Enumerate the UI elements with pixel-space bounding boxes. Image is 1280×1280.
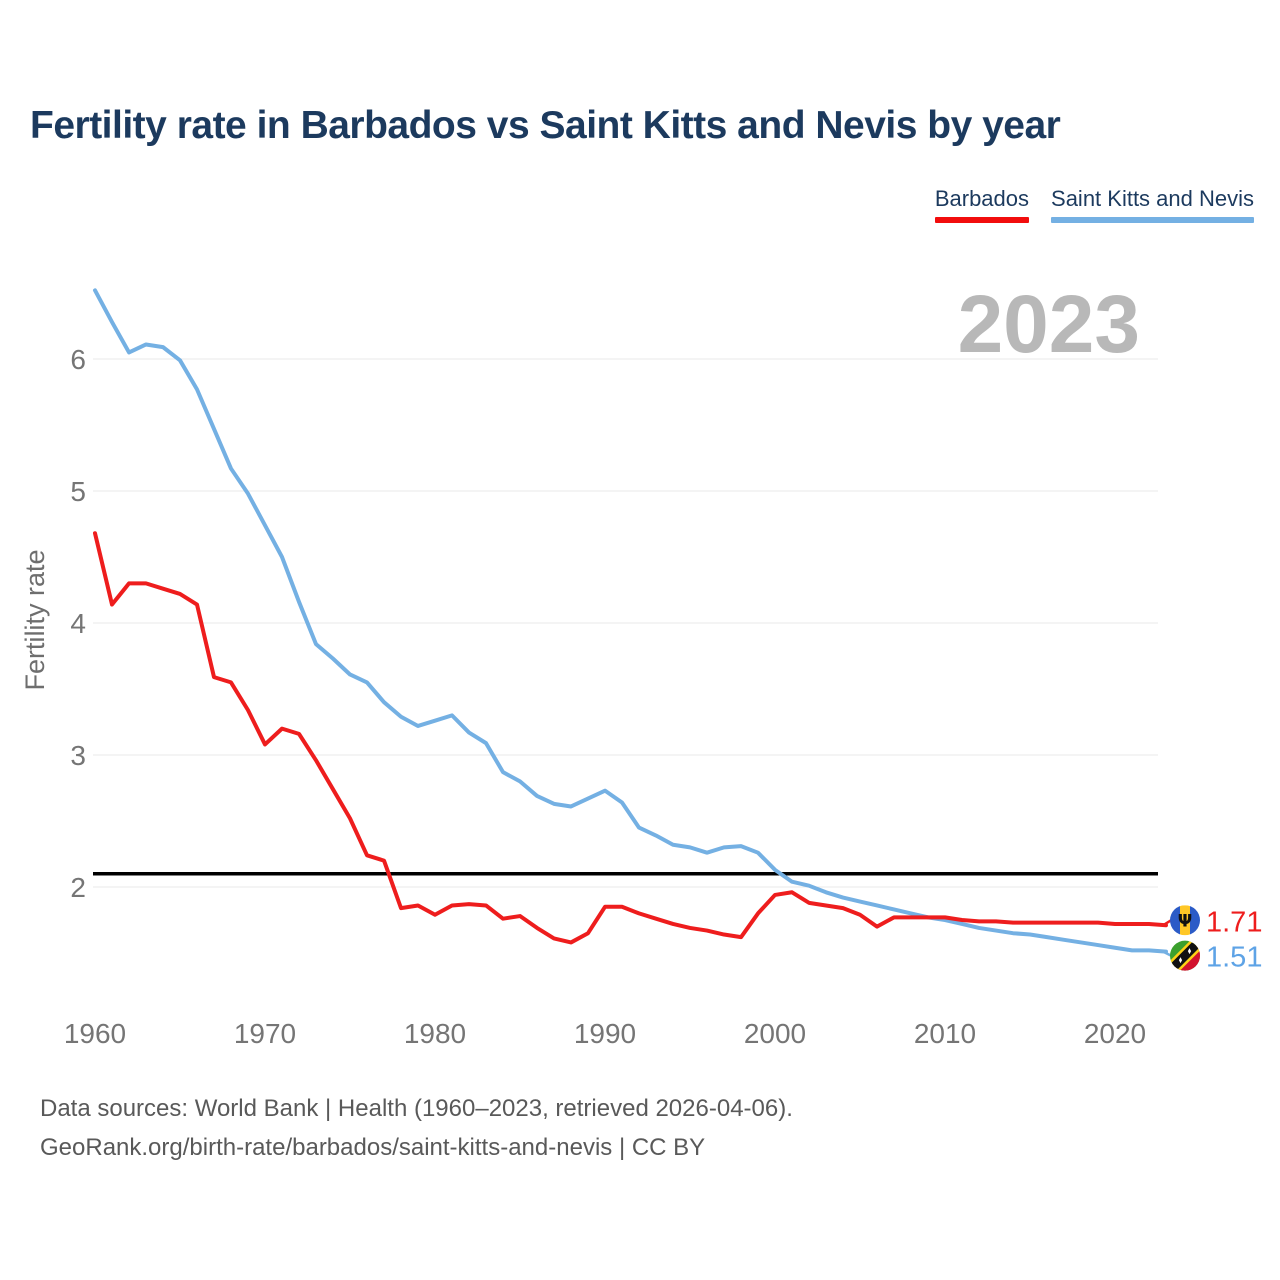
x-tick-label: 1970 xyxy=(234,1018,296,1049)
barbados-flag-icon: Ψ xyxy=(1170,905,1200,936)
y-axis-tick-labels: 2 3 4 5 6 xyxy=(70,344,86,903)
x-tick-label: 2000 xyxy=(744,1018,806,1049)
saint-kitts-label-connector xyxy=(1162,950,1172,957)
x-tick-label: 1990 xyxy=(574,1018,636,1049)
barbados-line xyxy=(93,531,1168,945)
page-title: Fertility rate in Barbados vs Saint Kitt… xyxy=(30,104,1061,147)
legend: Barbados Saint Kitts and Nevis xyxy=(934,186,1254,223)
x-tick-label: 2020 xyxy=(1084,1018,1146,1049)
y-tick-label: 5 xyxy=(70,476,86,507)
source-line-1: Data sources: World Bank | Health (1960–… xyxy=(40,1095,793,1122)
y-tick-label: 3 xyxy=(70,740,86,771)
gridlines xyxy=(93,358,1158,888)
source-attribution: Data sources: World Bank | Health (1960–… xyxy=(40,1089,793,1167)
y-tick-label: 4 xyxy=(70,608,86,639)
legend-label-barbados: Barbados xyxy=(934,186,1030,211)
legend-swatch-saint-kitts xyxy=(1051,217,1254,223)
legend-item-saint-kitts[interactable]: Saint Kitts and Nevis xyxy=(1051,186,1254,223)
x-tick-label: 2010 xyxy=(914,1018,976,1049)
svg-text:Ψ: Ψ xyxy=(1178,911,1192,931)
saint-kitts-flag-icon xyxy=(1170,940,1200,971)
legend-label-saint-kitts: Saint Kitts and Nevis xyxy=(1051,186,1254,211)
saint-kitts-end-value-label: 1.51 xyxy=(1206,942,1262,974)
y-tick-label: 6 xyxy=(70,344,86,375)
y-axis-title: Fertility rate xyxy=(20,549,50,690)
saint-kitts-line xyxy=(93,288,1168,954)
x-tick-label: 1960 xyxy=(64,1018,126,1049)
y-tick-label: 2 xyxy=(70,872,86,903)
legend-item-barbados[interactable]: Barbados xyxy=(934,186,1030,223)
source-line-2: GeoRank.org/birth-rate/barbados/saint-ki… xyxy=(40,1134,706,1161)
legend-swatch-barbados xyxy=(934,217,1030,223)
barbados-end-value-label: 1.71 xyxy=(1206,906,1262,938)
watermark-current-year: 2023 xyxy=(958,279,1140,370)
x-tick-label: 1980 xyxy=(404,1018,466,1049)
barbados-label-connector xyxy=(1162,919,1172,927)
x-axis-tick-labels: 1960 1970 1980 1990 2000 2010 2020 xyxy=(64,1018,1146,1049)
